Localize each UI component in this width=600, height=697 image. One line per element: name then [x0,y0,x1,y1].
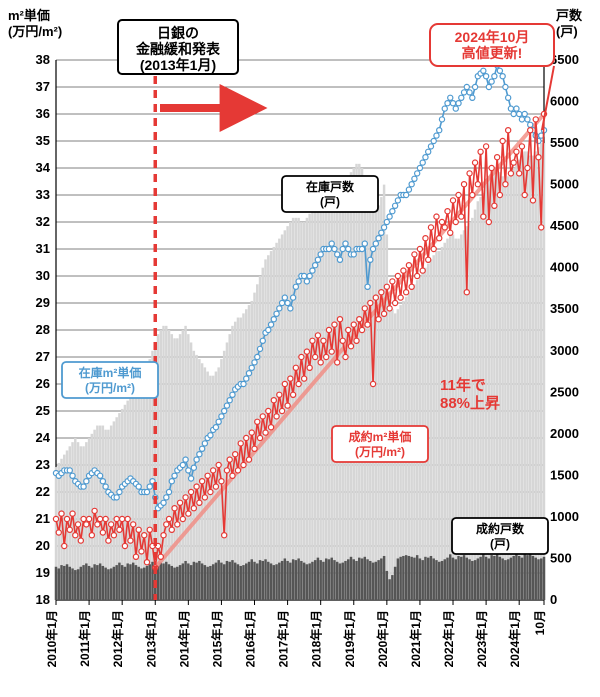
svg-text:m²単価: m²単価 [8,8,50,23]
svg-text:31: 31 [36,241,50,256]
svg-text:24: 24 [36,430,51,445]
svg-text:22: 22 [36,484,50,499]
svg-text:2000: 2000 [550,426,579,441]
svg-text:(万円/m²): (万円/m²) [8,24,62,39]
svg-text:2500: 2500 [550,384,579,399]
svg-text:4500: 4500 [550,218,579,233]
svg-text:2017年1月: 2017年1月 [276,610,291,667]
svg-text:成約m²単価: 成約m²単価 [349,429,412,444]
svg-text:3500: 3500 [550,301,579,316]
svg-text:金融緩和発表: 金融緩和発表 [135,41,221,57]
svg-text:20: 20 [36,538,50,553]
svg-text:(戸): (戸) [490,537,510,551]
svg-text:2022年1月: 2022年1月 [441,610,456,667]
svg-text:2019年1月: 2019年1月 [342,610,357,667]
svg-text:19: 19 [36,565,50,580]
svg-text:2020年1月: 2020年1月 [375,610,390,667]
svg-text:在庫m²単価: 在庫m²単価 [79,365,142,380]
svg-text:2016年1月: 2016年1月 [243,610,258,667]
svg-text:2018年1月: 2018年1月 [309,610,324,667]
svg-text:23: 23 [36,457,50,472]
svg-text:2014年1月: 2014年1月 [176,610,191,667]
svg-text:0: 0 [550,592,557,607]
svg-text:(万円/m²): (万円/m²) [85,381,135,395]
svg-text:成約戸数: 成約戸数 [476,521,525,536]
svg-text:2011年1月: 2011年1月 [77,610,92,667]
svg-text:33: 33 [36,187,50,202]
svg-text:3000: 3000 [550,343,579,358]
svg-text:11年で: 11年で [440,376,486,394]
svg-text:88%上昇: 88%上昇 [440,395,500,412]
svg-text:10月: 10月 [533,610,547,635]
svg-text:2015年1月: 2015年1月 [209,610,224,667]
svg-text:(戸): (戸) [556,24,578,39]
svg-text:5500: 5500 [550,135,579,150]
svg-text:500: 500 [550,550,572,565]
svg-text:4000: 4000 [550,260,579,275]
svg-text:2013年1月: 2013年1月 [143,610,158,667]
svg-text:在庫戸数: 在庫戸数 [306,179,355,194]
svg-text:5000: 5000 [550,177,579,192]
svg-text:37: 37 [36,79,50,94]
svg-text:(戸): (戸) [320,195,340,209]
svg-text:34: 34 [36,160,51,175]
svg-text:27: 27 [36,349,50,364]
svg-text:2012年1月: 2012年1月 [110,610,125,667]
svg-text:29: 29 [36,295,50,310]
svg-text:(2013年1月): (2013年1月) [140,57,216,73]
svg-text:30: 30 [36,268,50,283]
svg-text:28: 28 [36,322,50,337]
svg-text:36: 36 [36,106,50,121]
svg-text:35: 35 [36,133,50,148]
svg-text:32: 32 [36,214,50,229]
svg-text:21: 21 [36,511,50,526]
svg-text:1500: 1500 [550,467,579,482]
svg-text:日銀の: 日銀の [157,25,199,41]
svg-text:6000: 6000 [550,94,579,109]
svg-text:2024年10月: 2024年10月 [455,29,530,45]
svg-text:戸数: 戸数 [556,8,583,23]
svg-text:2021年1月: 2021年1月 [408,610,423,667]
svg-text:2023年1月: 2023年1月 [474,610,489,667]
svg-text:38: 38 [36,52,50,67]
svg-text:高値更新!: 高値更新! [462,45,523,61]
svg-text:2024年1月: 2024年1月 [507,610,522,667]
price-inventory-chart: 18 19 20 21 22 23 24 25 26 27 28 29 30 31 32 33 34 35 36 37… [0,0,600,697]
svg-text:(万円/m²): (万円/m²) [355,445,405,459]
svg-text:1000: 1000 [550,509,579,524]
svg-text:18: 18 [36,592,50,607]
svg-text:25: 25 [36,403,50,418]
svg-text:26: 26 [36,376,50,391]
svg-text:2010年1月: 2010年1月 [44,610,59,667]
